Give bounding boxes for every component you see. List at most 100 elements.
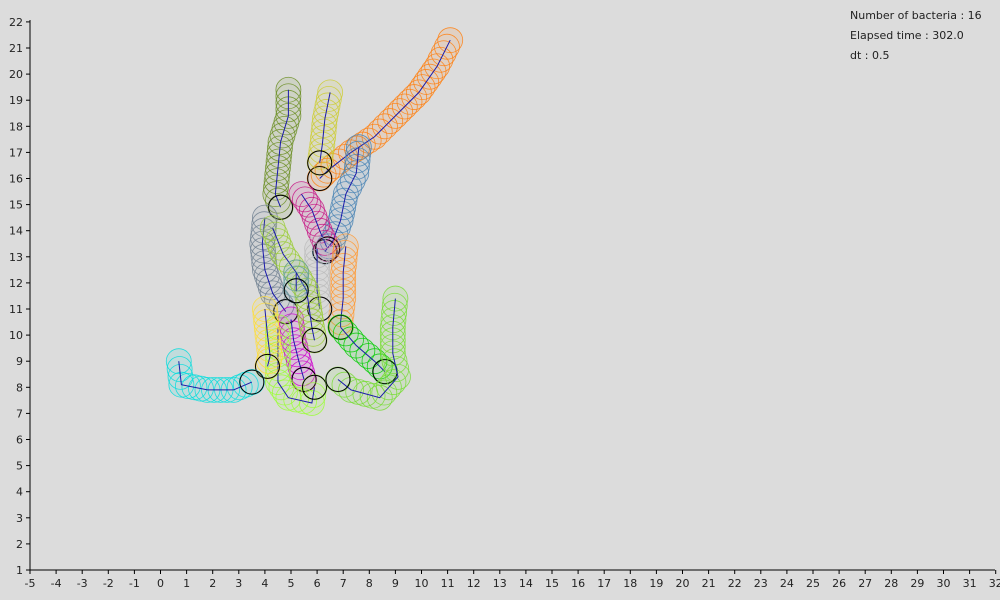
x-axis-ticks: -5 -4 -3 -2 -1 0 1 2 3 4 5 6 7 8 9 10 11 12 13 14 15 16 17 18 19… bbox=[25, 570, 1000, 590]
x-tick-label: 23 bbox=[754, 577, 768, 590]
bacterium-segment bbox=[265, 148, 292, 175]
bacterium-track bbox=[290, 319, 305, 380]
bacterium-segment bbox=[266, 142, 293, 168]
bacterium-segment bbox=[381, 292, 408, 319]
bacterium-segment bbox=[168, 371, 195, 398]
bacterium-segment bbox=[329, 293, 356, 320]
bacterium-segment bbox=[249, 230, 276, 257]
bacterium-segment bbox=[314, 157, 341, 184]
bacterium-head bbox=[283, 278, 309, 304]
bacterium-head bbox=[301, 327, 327, 353]
bacterium-segment bbox=[331, 371, 358, 398]
bacterium-segment bbox=[336, 174, 363, 201]
x-tick-label: 17 bbox=[597, 577, 611, 590]
bacterium-segment bbox=[310, 161, 337, 188]
bacterium-segment bbox=[345, 140, 372, 167]
x-tick-label: 22 bbox=[728, 577, 742, 590]
bacterium-segment bbox=[255, 268, 282, 295]
x-tick-label: 9 bbox=[392, 577, 399, 590]
x-tick-label: -1 bbox=[129, 577, 140, 590]
axes: -5 -4 -3 -2 -1 0 1 2 3 4 5 6 7 8 9 10 11 12 13 14 15 16 17 18 19… bbox=[9, 16, 1000, 590]
y-tick-label: 1 bbox=[16, 564, 23, 577]
bacterium-segment bbox=[380, 307, 407, 333]
bacterium-segment bbox=[268, 292, 295, 319]
bacterium-segment bbox=[332, 233, 359, 260]
bacterium-track bbox=[337, 298, 399, 399]
x-tick-label: -5 bbox=[25, 577, 36, 590]
bacterium-segment bbox=[181, 374, 208, 401]
y-tick-label: 19 bbox=[9, 94, 23, 107]
bacterium-segment bbox=[338, 326, 364, 353]
bacterium-segment bbox=[331, 187, 358, 214]
bacterium-segment bbox=[264, 161, 291, 188]
bacterium-segment bbox=[188, 375, 214, 402]
bacterium-segment bbox=[344, 153, 370, 180]
y-tick-label: 2 bbox=[16, 538, 23, 551]
y-tick-label: 17 bbox=[9, 146, 23, 159]
bacterium-segment bbox=[420, 58, 447, 85]
x-tick-label: 11 bbox=[441, 577, 455, 590]
bacterium-segment bbox=[330, 194, 357, 221]
bacterium-segment bbox=[385, 363, 411, 390]
y-tick-label: 7 bbox=[16, 407, 23, 420]
simulation-info-panel: Number of bacteria : 16 Elapsed time : 3… bbox=[850, 6, 982, 66]
bacterium-segment bbox=[383, 356, 410, 382]
bacterium-segment bbox=[401, 84, 428, 110]
bacterium-segment bbox=[253, 262, 280, 289]
elapsed-time-label: Elapsed time : 302.0 bbox=[850, 29, 964, 42]
x-tick-label: 5 bbox=[288, 577, 295, 590]
bacterium-segment bbox=[309, 131, 336, 158]
x-tick-label: 31 bbox=[963, 577, 977, 590]
bacterium-segment bbox=[167, 363, 194, 390]
y-tick-label: 9 bbox=[16, 355, 23, 368]
bacterium-segment bbox=[382, 102, 409, 129]
bacterium-segment bbox=[391, 93, 418, 120]
bacterium-1 bbox=[306, 27, 464, 192]
bacterium-segment bbox=[328, 301, 355, 328]
bacterium-segment bbox=[308, 137, 335, 164]
y-tick-label: 22 bbox=[9, 16, 23, 29]
bacterium-segment bbox=[283, 265, 310, 292]
x-tick-label: 19 bbox=[649, 577, 663, 590]
bacterium-segment bbox=[377, 108, 404, 134]
bacterium-track bbox=[301, 193, 328, 250]
bacterium-segment bbox=[259, 215, 286, 241]
dt-label: dt : 0.5 bbox=[850, 49, 890, 62]
bacterium-segment bbox=[262, 221, 289, 248]
x-tick-label: 29 bbox=[910, 577, 924, 590]
x-tick-label: 32 bbox=[989, 577, 1000, 590]
bacterium-segment bbox=[344, 147, 371, 174]
bacterium-segment bbox=[251, 211, 278, 238]
x-tick-label: 8 bbox=[366, 577, 373, 590]
bacterium-segment bbox=[265, 228, 291, 255]
bacterium-segment bbox=[251, 296, 278, 322]
bacterium-segment bbox=[267, 129, 294, 155]
y-tick-label: 16 bbox=[9, 173, 23, 186]
x-tick-label: -2 bbox=[103, 577, 114, 590]
bacterium-segment bbox=[300, 320, 327, 347]
x-tick-label: 28 bbox=[884, 577, 898, 590]
bacterium-track bbox=[319, 92, 331, 163]
y-tick-label: 18 bbox=[9, 120, 23, 133]
bacterium-segment bbox=[253, 315, 280, 342]
bacterium-segment bbox=[396, 88, 423, 115]
bacterium-segment bbox=[267, 135, 293, 162]
bacterium-segment bbox=[405, 79, 432, 106]
bacterium-segment bbox=[292, 186, 318, 213]
x-tick-label: 0 bbox=[157, 577, 164, 590]
x-tick-label: 15 bbox=[545, 577, 559, 590]
bacterium-segment bbox=[311, 112, 338, 138]
bacterium-segment bbox=[430, 40, 457, 67]
y-tick-label: 8 bbox=[16, 381, 23, 394]
y-tick-label: 11 bbox=[9, 303, 23, 316]
bacterium-12 bbox=[251, 296, 284, 380]
bacterium-segment bbox=[166, 356, 193, 382]
x-tick-label: 25 bbox=[806, 577, 820, 590]
bacterium-14 bbox=[325, 285, 411, 411]
bacterium-track bbox=[178, 361, 253, 391]
x-tick-label: 24 bbox=[780, 577, 794, 590]
bacterium-2 bbox=[262, 76, 302, 221]
bacterium-segment bbox=[254, 322, 281, 349]
bacterium-head bbox=[268, 194, 294, 220]
